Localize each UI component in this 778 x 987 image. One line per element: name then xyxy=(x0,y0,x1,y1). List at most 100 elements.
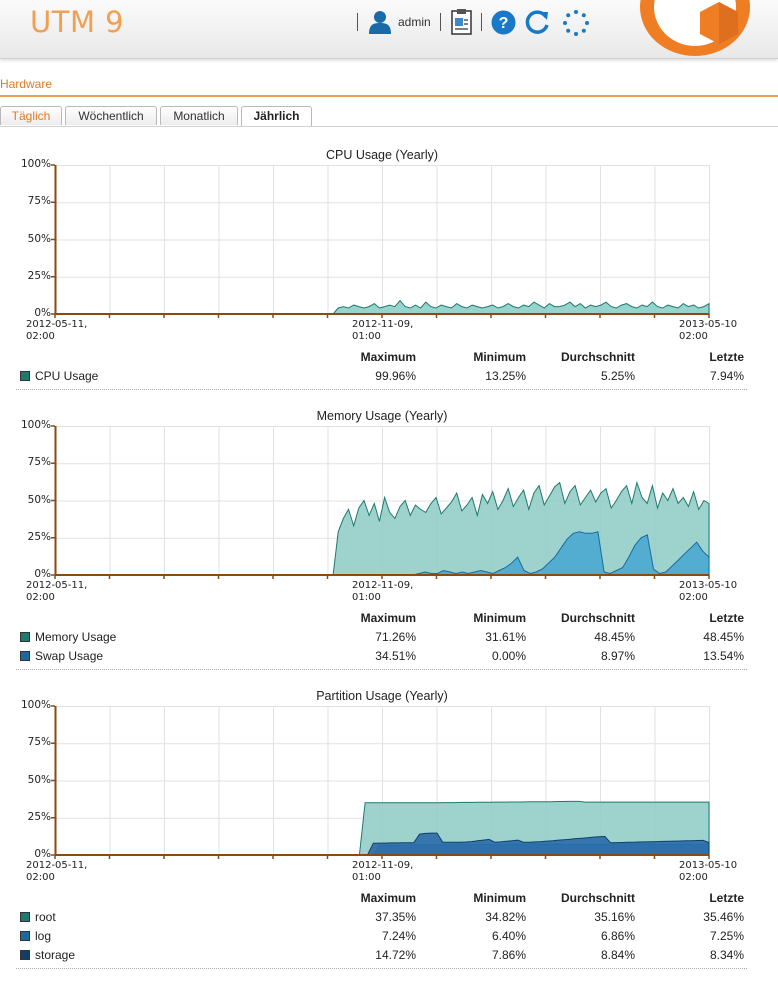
y-tick-label: 50% xyxy=(27,493,51,506)
stats-value: 8.97% xyxy=(600,649,635,663)
y-tick-label: 0% xyxy=(34,307,51,319)
stats-header: Durchschnitt xyxy=(560,611,635,625)
stats-header: Letzte xyxy=(709,350,744,364)
chart-plot xyxy=(51,425,710,579)
legend-swatch xyxy=(20,371,30,381)
stats-value: 99.96% xyxy=(375,369,416,383)
y-tick-label: 25% xyxy=(27,269,51,282)
top-header: UTM 9 admin ? xyxy=(0,0,778,59)
y-tick-label: 50% xyxy=(27,232,51,245)
y-tick-label: 75% xyxy=(27,736,51,749)
app-title: UTM 9 xyxy=(30,5,125,39)
y-tick-label: 100% xyxy=(20,419,51,431)
breadcrumb[interactable]: Hardware xyxy=(0,77,53,91)
legend-label: log xyxy=(35,929,52,943)
y-tick-label: 75% xyxy=(27,456,51,469)
stats-value: 6.86% xyxy=(600,929,635,943)
x-tick-label: 2012-05-11, 02:00 xyxy=(26,860,88,883)
stats-value: 7.25% xyxy=(709,929,744,943)
stats-header: Durchschnitt xyxy=(560,350,635,364)
y-tick-label: 25% xyxy=(27,810,51,823)
separator xyxy=(440,13,441,31)
stats-value: 7.94% xyxy=(709,369,744,383)
stats-value: 13.54% xyxy=(703,649,744,663)
chart-title: CPU Usage (Yearly) xyxy=(325,148,439,162)
legend-label: storage xyxy=(35,948,76,962)
y-tick-label: 0% xyxy=(34,568,51,580)
user-icon[interactable] xyxy=(368,9,394,40)
stats-header: Maximum xyxy=(360,350,416,364)
legend-item: Swap Usage xyxy=(20,649,103,663)
stats-value: 7.24% xyxy=(381,929,416,943)
chart-plot xyxy=(51,164,710,318)
divider xyxy=(0,95,778,97)
chart-title: Memory Usage (Yearly) xyxy=(316,409,448,423)
clipboard-icon[interactable] xyxy=(450,8,474,41)
legend-label: Swap Usage xyxy=(35,649,104,663)
legend-label: root xyxy=(35,910,56,924)
reload-icon[interactable] xyxy=(524,9,551,41)
legend-swatch xyxy=(20,912,30,922)
hexagon-logo-icon xyxy=(700,2,738,44)
stats-value: 37.35% xyxy=(375,910,416,924)
y-tick-label: 75% xyxy=(27,195,51,208)
stats-value: 34.51% xyxy=(375,649,416,663)
tab-weekly[interactable]: Wöchentlich xyxy=(65,106,157,125)
stats-value: 34.82% xyxy=(485,910,526,924)
stats-header: Maximum xyxy=(360,611,416,625)
stats-value: 48.45% xyxy=(594,630,635,644)
legend-swatch xyxy=(20,632,30,642)
x-tick-label: 2012-11-09, 01:00 xyxy=(352,580,414,603)
stats-value: 0.00% xyxy=(491,649,526,663)
section-divider xyxy=(16,968,747,969)
legend-swatch xyxy=(20,931,30,941)
stats-header: Letzte xyxy=(709,611,744,625)
svg-text:?: ? xyxy=(499,15,509,32)
legend-swatch xyxy=(20,651,30,661)
x-tick-label: 2013-05-10 02:00 xyxy=(679,860,738,883)
spinner-icon[interactable] xyxy=(562,9,590,42)
stats-header: Maximum xyxy=(360,891,416,905)
stats-value: 48.45% xyxy=(703,630,744,644)
y-tick-label: 50% xyxy=(27,773,51,786)
legend-item: log xyxy=(20,929,51,943)
stats-value: 5.25% xyxy=(600,369,635,383)
legend-item: CPU Usage xyxy=(20,369,98,383)
stats-header: Minimum xyxy=(473,891,526,905)
y-tick-label: 100% xyxy=(20,699,51,711)
stats-value: 35.16% xyxy=(594,910,635,924)
section-divider xyxy=(16,669,747,670)
stats-value: 8.84% xyxy=(600,948,635,962)
chart-title: Partition Usage (Yearly) xyxy=(316,689,448,703)
tab-yearly[interactable]: Jährlich xyxy=(241,106,312,127)
x-tick-label: 2012-05-11, 02:00 xyxy=(26,319,88,342)
section-divider xyxy=(16,389,747,390)
legend-label: CPU Usage xyxy=(35,369,99,383)
stats-value: 71.26% xyxy=(375,630,416,644)
stats-value: 13.25% xyxy=(485,369,526,383)
x-tick-label: 2013-05-10 02:00 xyxy=(679,319,738,342)
stats-value: 14.72% xyxy=(375,948,416,962)
legend-item: storage xyxy=(20,948,75,962)
y-tick-label: 100% xyxy=(20,158,51,170)
legend-swatch xyxy=(20,950,30,960)
legend-label: Memory Usage xyxy=(35,630,117,644)
user-name[interactable]: admin xyxy=(398,15,431,29)
stats-header: Minimum xyxy=(473,611,526,625)
stats-value: 35.46% xyxy=(703,910,744,924)
x-tick-label: 2012-11-09, 01:00 xyxy=(352,860,414,883)
tab-daily[interactable]: Täglich xyxy=(0,106,62,125)
x-tick-label: 2012-05-11, 02:00 xyxy=(26,580,88,603)
stats-header: Minimum xyxy=(473,350,526,364)
separator xyxy=(481,13,482,31)
x-tick-label: 2012-11-09, 01:00 xyxy=(352,319,414,342)
stats-header: Durchschnitt xyxy=(560,891,635,905)
separator xyxy=(357,13,358,31)
y-tick-label: 25% xyxy=(27,530,51,543)
tab-monthly[interactable]: Monatlich xyxy=(160,106,238,125)
stats-header: Letzte xyxy=(709,891,744,905)
stats-value: 6.40% xyxy=(491,929,526,943)
help-icon[interactable]: ? xyxy=(491,10,516,40)
legend-item: root xyxy=(20,910,56,924)
y-tick-label: 0% xyxy=(34,848,51,860)
